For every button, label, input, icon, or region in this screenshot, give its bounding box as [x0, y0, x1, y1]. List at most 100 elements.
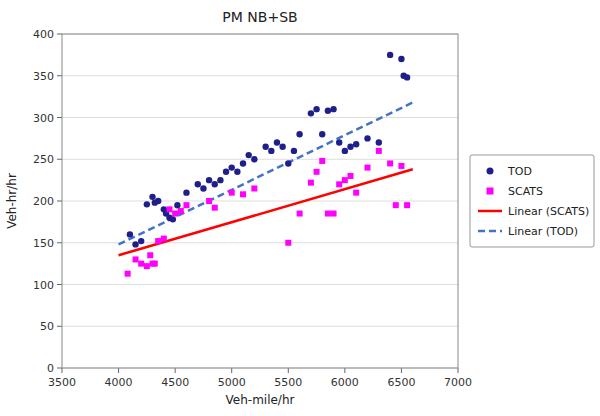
- point: [325, 108, 331, 114]
- point: [398, 163, 404, 169]
- point: [364, 165, 370, 171]
- legend-label: SCATS: [508, 185, 543, 198]
- x-tick-label: 4500: [161, 376, 189, 389]
- y-tick-label: 350: [33, 70, 54, 83]
- point: [161, 236, 167, 242]
- y-tick-label: 100: [33, 279, 54, 292]
- title: PM NB+SB: [222, 9, 297, 25]
- point: [376, 139, 382, 145]
- y-tick: [57, 75, 62, 76]
- x-tick: [288, 368, 289, 373]
- point: [336, 181, 342, 187]
- point: [342, 177, 348, 183]
- point: [336, 139, 342, 145]
- y-grid-line: [62, 326, 458, 327]
- x-tick: [401, 368, 402, 373]
- point: [279, 144, 285, 150]
- point: [393, 202, 399, 208]
- x-tick: [458, 368, 459, 373]
- point: [212, 205, 218, 211]
- y-grid-line: [62, 284, 458, 285]
- point: [398, 56, 404, 62]
- x-tick-label: 4000: [105, 376, 133, 389]
- point: [297, 211, 303, 217]
- x-tick-label: 5000: [218, 376, 246, 389]
- point: [206, 177, 212, 183]
- point: [308, 110, 314, 116]
- y-grid-line: [62, 117, 458, 118]
- scatter-series: [127, 52, 411, 248]
- point: [166, 206, 172, 212]
- trend-line: [119, 102, 413, 244]
- point: [133, 256, 139, 262]
- point: [404, 74, 410, 80]
- point: [251, 156, 257, 162]
- marks: [119, 52, 413, 277]
- point: [206, 198, 212, 204]
- point: [319, 131, 325, 137]
- point: [285, 160, 291, 166]
- point: [364, 135, 370, 141]
- point: [174, 202, 180, 208]
- point: [308, 180, 314, 186]
- y-tick: [57, 117, 62, 118]
- y-grid-line: [62, 159, 458, 160]
- point: [229, 164, 235, 170]
- point: [342, 148, 348, 154]
- point: [330, 106, 336, 112]
- point: [183, 202, 189, 208]
- point: [170, 216, 176, 222]
- point: [376, 148, 382, 154]
- x-tick-label: 6500: [387, 376, 415, 389]
- y-tick: [57, 242, 62, 243]
- point: [155, 198, 161, 204]
- point: [262, 144, 268, 150]
- plot-frame: [62, 34, 458, 368]
- x-tick: [175, 368, 176, 373]
- x-tick-label: 3500: [48, 376, 76, 389]
- point: [331, 211, 337, 217]
- background: [0, 0, 600, 416]
- point: [387, 160, 393, 166]
- point: [138, 261, 144, 267]
- legend-swatch: [478, 230, 502, 233]
- x-tick: [344, 368, 345, 373]
- point: [291, 148, 297, 154]
- y-tick-label: 150: [33, 237, 54, 250]
- legend-label: TOD: [507, 165, 532, 178]
- grid: [62, 34, 458, 368]
- x-tick-label: 5500: [274, 376, 302, 389]
- point: [217, 177, 223, 183]
- point: [353, 190, 359, 196]
- y-tick-label: 300: [33, 112, 54, 125]
- legend-swatch: [478, 210, 502, 213]
- point: [240, 191, 246, 197]
- y-grid-line: [62, 201, 458, 202]
- point: [353, 141, 359, 147]
- legend-swatch: [487, 188, 494, 195]
- legend-swatch: [487, 168, 494, 175]
- x-tick: [62, 368, 63, 373]
- x-tick-label: 6000: [331, 376, 359, 389]
- point: [251, 185, 257, 191]
- point: [387, 52, 393, 58]
- point: [132, 241, 138, 247]
- point: [268, 148, 274, 154]
- y-tick-label: 50: [40, 320, 54, 333]
- y-tick: [57, 368, 62, 369]
- chart: 0501001502002503003504003500400045005000…: [0, 0, 600, 416]
- point: [313, 106, 319, 112]
- point: [147, 252, 153, 258]
- x-tick: [118, 368, 119, 373]
- point: [240, 160, 246, 166]
- point: [347, 144, 353, 150]
- point: [245, 152, 251, 158]
- point: [183, 189, 189, 195]
- y-axis-label: Veh-hr/hr: [5, 173, 19, 229]
- x-axis-label: Veh-mile/hr: [226, 393, 295, 407]
- legend-box: [470, 155, 594, 247]
- y-tick: [57, 284, 62, 285]
- scatter-series: [125, 148, 410, 277]
- y-tick: [57, 201, 62, 202]
- point: [229, 190, 235, 196]
